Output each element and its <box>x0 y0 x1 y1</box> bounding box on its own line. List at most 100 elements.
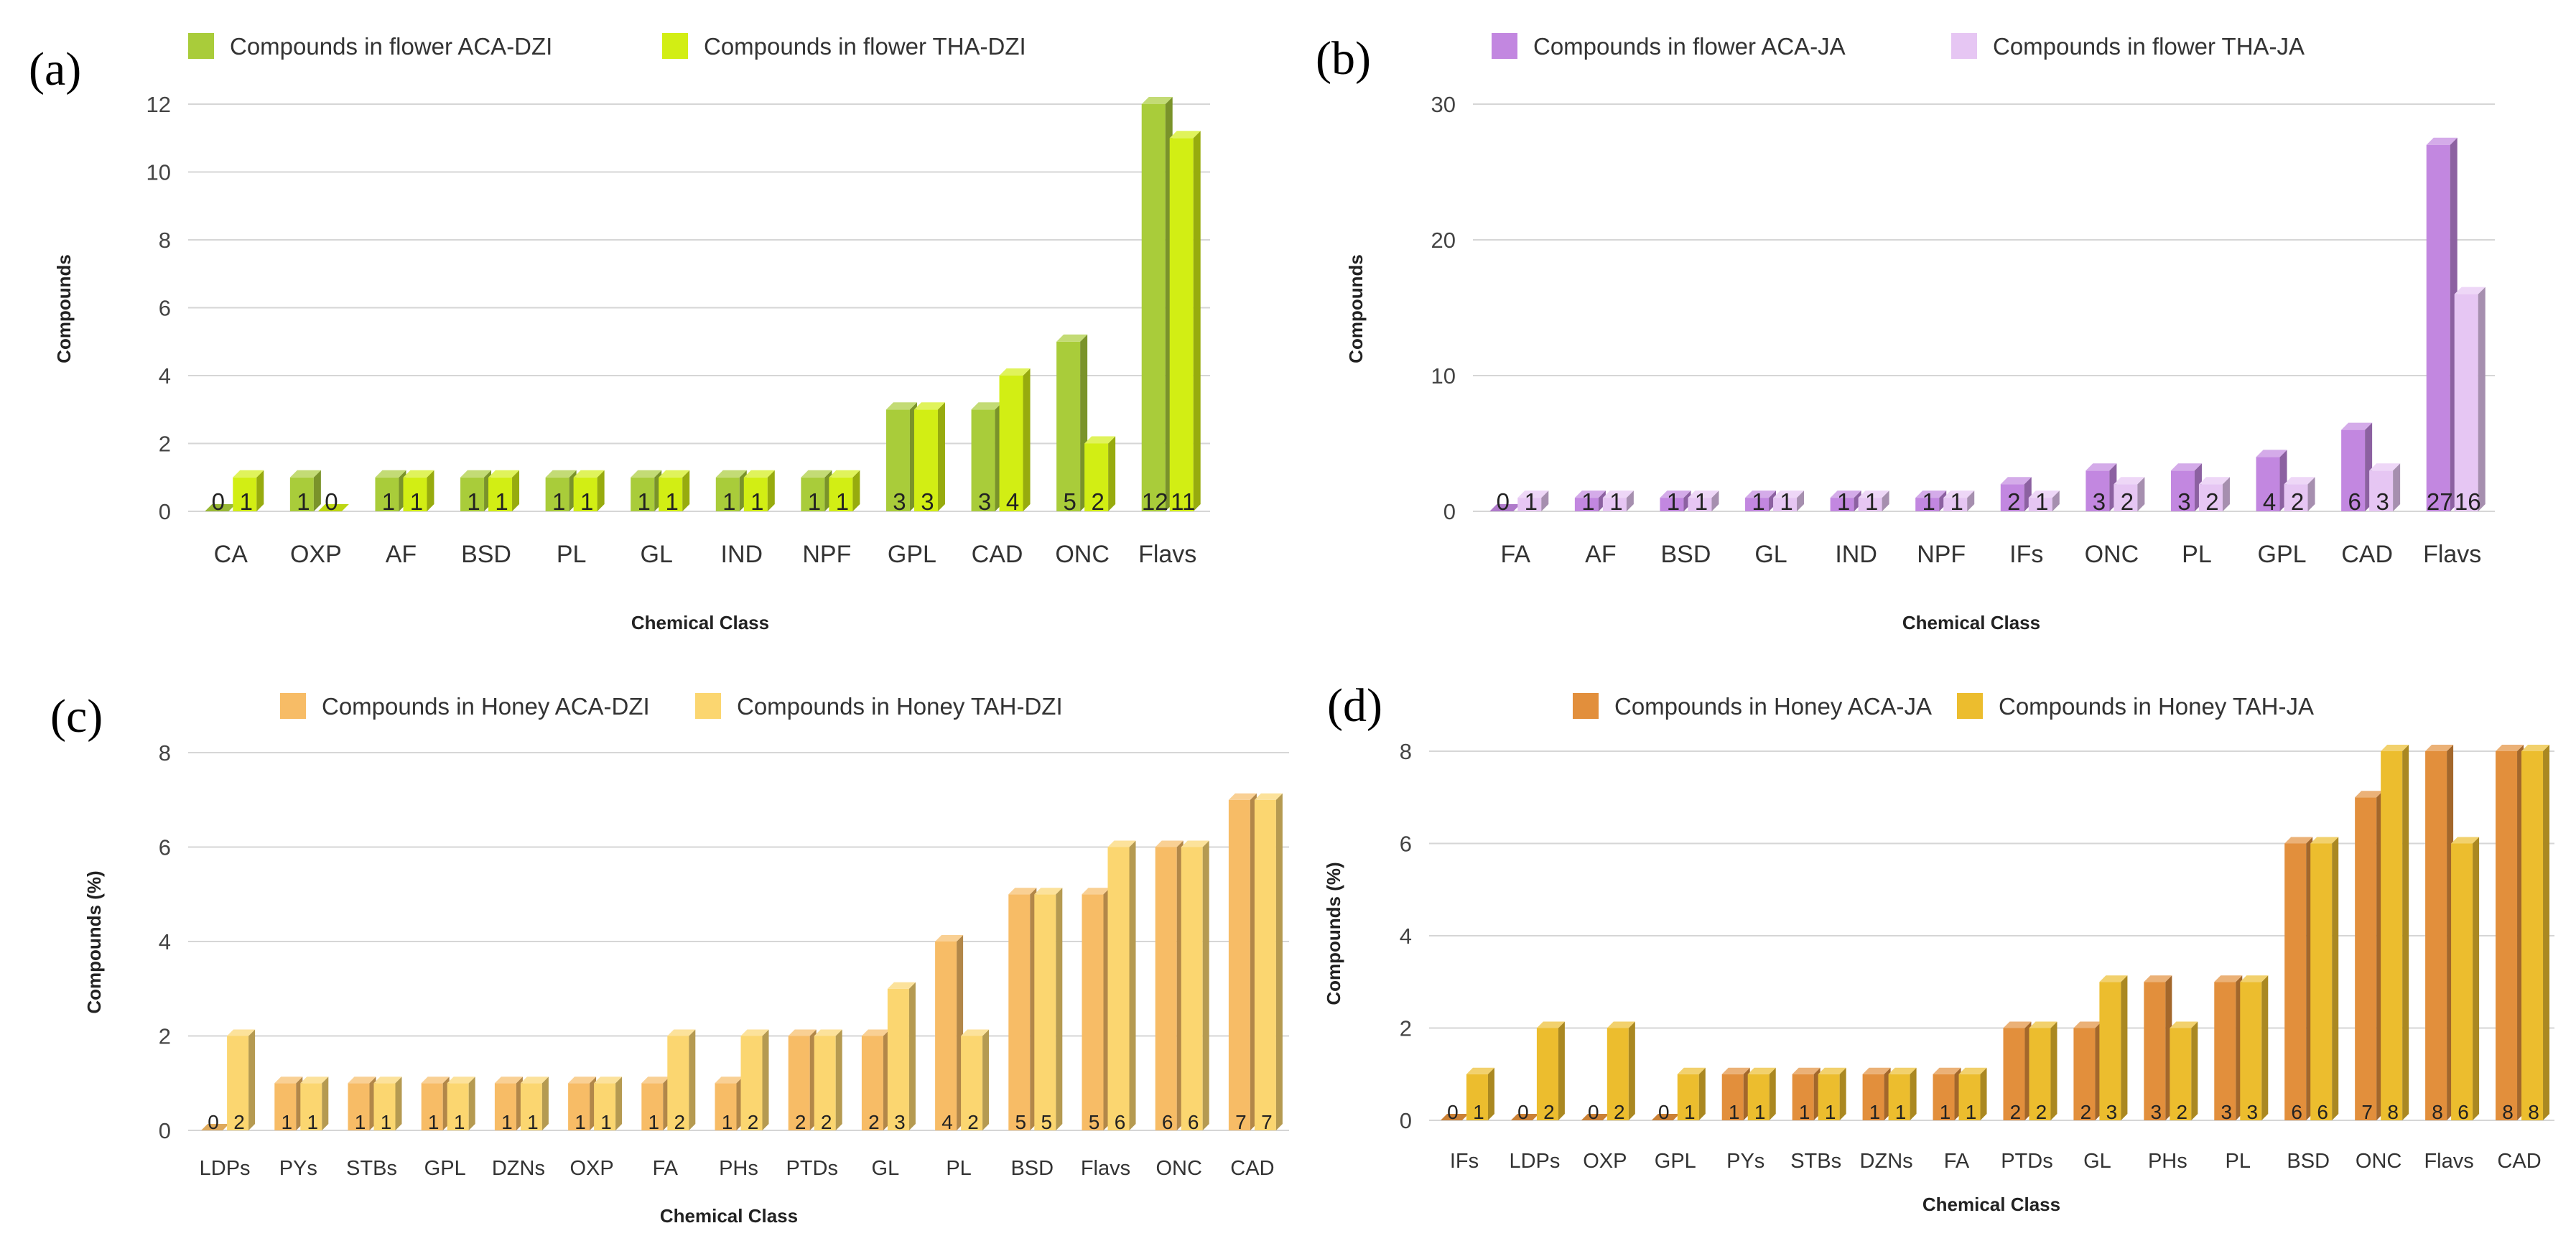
data-label: 2 <box>868 1111 880 1133</box>
bar <box>2144 975 2172 1120</box>
data-label: 1 <box>410 488 423 515</box>
category-label: FA <box>1944 1150 1970 1173</box>
bar <box>1489 504 1521 511</box>
category-label: IFs <box>1450 1150 1479 1173</box>
data-label: 8 <box>2387 1101 2399 1123</box>
legend-label: Compounds in Honey ACA-JA <box>1614 693 1932 720</box>
data-label: 4 <box>2263 488 2276 515</box>
bar <box>1745 491 1777 511</box>
data-label: 11 <box>1171 488 1195 515</box>
y-tick-label: 0 <box>1400 1108 1412 1133</box>
category-label: IND <box>721 541 763 568</box>
data-label: 1 <box>1695 488 1708 515</box>
bar <box>2170 463 2202 511</box>
y-axis-title: Compounds (%) <box>1323 862 1344 1005</box>
data-label: 2 <box>2010 1101 2022 1123</box>
data-label: 3 <box>978 488 991 515</box>
bar <box>2114 477 2145 511</box>
bar <box>961 1029 990 1130</box>
bar <box>740 1029 769 1130</box>
bar <box>1440 1114 1469 1120</box>
category-label: GPL <box>888 541 936 568</box>
y-tick-label: 8 <box>159 228 171 253</box>
bar <box>1818 1067 1846 1120</box>
data-label: 8 <box>2502 1101 2514 1123</box>
category-label: BSD <box>2287 1150 2330 1173</box>
bar <box>233 470 264 511</box>
y-tick-label: 6 <box>159 835 171 860</box>
category-label: DZNs <box>1860 1150 1913 1173</box>
data-label: 1 <box>836 488 849 515</box>
legend-label: Compounds in flower THA-DZI <box>704 33 1026 60</box>
data-label: 2 <box>674 1111 686 1133</box>
category-label: OXP <box>290 541 342 568</box>
category-label: BSD <box>461 541 511 568</box>
category-label: CA <box>214 541 248 568</box>
category-label: OXP <box>569 1157 613 1180</box>
bar <box>2099 975 2128 1120</box>
bar <box>205 504 236 511</box>
bar <box>520 1077 549 1130</box>
data-label: 1 <box>575 1111 586 1133</box>
data-label: 6 <box>1115 1111 1126 1133</box>
bar <box>2214 975 2243 1120</box>
data-label: 1 <box>297 488 310 515</box>
data-label: 4 <box>1006 488 1019 515</box>
bar <box>1056 334 1088 511</box>
bar <box>2029 1021 2057 1120</box>
bar <box>2451 837 2480 1120</box>
bar <box>2496 745 2524 1120</box>
data-label: 1 <box>240 488 253 515</box>
category-label: PHs <box>2148 1150 2187 1173</box>
data-label: 1 <box>454 1111 465 1133</box>
panel-letter: (a) <box>29 43 81 96</box>
data-label: 5 <box>1089 1111 1100 1133</box>
bar <box>1536 1021 1565 1120</box>
data-label: 1 <box>750 488 763 515</box>
bar <box>2256 450 2287 511</box>
bar <box>1141 97 1173 511</box>
category-label: CAD <box>2497 1150 2541 1173</box>
bar <box>403 470 434 511</box>
data-label: 1 <box>1940 1101 1951 1123</box>
bar <box>1958 1067 1987 1120</box>
data-label: 2 <box>821 1111 832 1133</box>
panel-letter: (d) <box>1327 679 1382 732</box>
data-label: 1 <box>501 1111 513 1133</box>
category-label: Flavs <box>2423 541 2481 568</box>
bar <box>2170 1021 2198 1120</box>
data-label: 0 <box>208 1111 219 1133</box>
category-label: LDPs <box>1509 1150 1560 1173</box>
bar <box>999 368 1031 511</box>
data-label: 16 <box>2455 488 2481 515</box>
data-label: 1 <box>1667 488 1680 515</box>
category-label: PL <box>2226 1150 2251 1173</box>
data-label: 1 <box>722 1111 733 1133</box>
data-label: 1 <box>722 488 735 515</box>
bar <box>1181 840 1209 1130</box>
y-axis-title: Compounds <box>1345 254 1367 363</box>
bar <box>1084 436 1116 511</box>
bar <box>1858 491 1889 511</box>
legend-swatch <box>1573 693 1599 719</box>
panel-letter: (b) <box>1316 32 1371 85</box>
data-label: 4 <box>941 1111 953 1133</box>
data-label: 6 <box>2317 1101 2328 1123</box>
category-label: GL <box>1754 541 1787 568</box>
data-label: 3 <box>2093 488 2106 515</box>
data-label: 2 <box>233 1111 245 1133</box>
category-label: ONC <box>1055 541 1110 568</box>
y-tick-label: 8 <box>1400 739 1412 764</box>
data-label: 0 <box>1517 1101 1529 1123</box>
bar <box>659 470 690 511</box>
category-label: PL <box>946 1157 971 1180</box>
bar <box>2003 1021 2032 1120</box>
bar <box>2310 837 2339 1120</box>
bar <box>1651 1114 1680 1120</box>
data-label: 1 <box>580 488 593 515</box>
panel-letter: (c) <box>50 690 103 743</box>
category-label: IFs <box>2009 541 2043 568</box>
y-tick-label: 0 <box>1443 499 1456 524</box>
data-label: 1 <box>1825 1101 1836 1123</box>
data-label: 1 <box>527 1111 539 1133</box>
